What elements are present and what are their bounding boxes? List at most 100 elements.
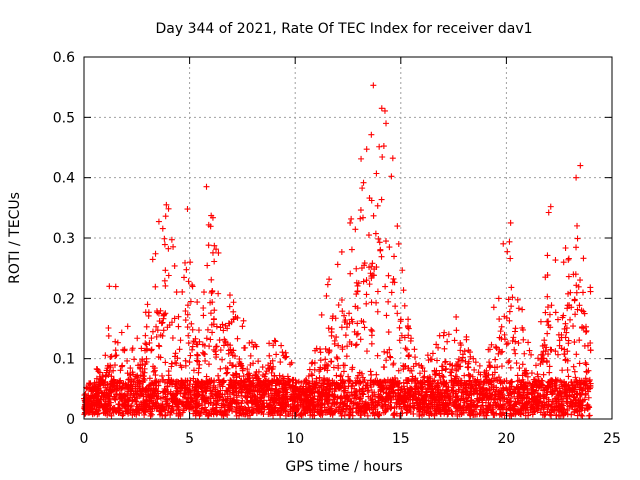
data-point bbox=[101, 389, 108, 396]
data-point bbox=[363, 348, 370, 355]
data-point bbox=[220, 327, 227, 334]
data-point bbox=[359, 185, 366, 192]
data-point bbox=[165, 205, 172, 212]
data-point bbox=[356, 393, 363, 400]
data-point bbox=[333, 354, 340, 361]
data-point bbox=[541, 337, 548, 344]
data-point bbox=[434, 357, 441, 364]
data-point bbox=[191, 390, 198, 397]
data-point bbox=[501, 313, 508, 320]
data-point bbox=[364, 387, 371, 394]
data-point bbox=[458, 382, 465, 389]
data-point bbox=[87, 395, 94, 402]
data-point bbox=[392, 390, 399, 397]
data-point bbox=[286, 378, 293, 385]
data-point bbox=[194, 352, 201, 359]
data-point bbox=[230, 308, 237, 315]
data-point bbox=[574, 222, 581, 229]
data-point bbox=[412, 354, 419, 361]
data-point bbox=[402, 403, 409, 410]
data-point bbox=[368, 326, 375, 333]
data-point bbox=[142, 360, 149, 367]
data-point bbox=[239, 367, 246, 374]
data-point bbox=[545, 318, 552, 325]
data-point bbox=[312, 403, 319, 410]
data-point bbox=[283, 382, 290, 389]
data-point bbox=[358, 155, 365, 162]
data-point bbox=[335, 342, 342, 349]
data-point bbox=[278, 399, 285, 406]
data-point bbox=[571, 368, 578, 375]
data-point bbox=[385, 298, 392, 305]
data-point bbox=[252, 393, 259, 400]
data-point bbox=[492, 376, 499, 383]
data-point bbox=[202, 388, 209, 395]
x-tick-label: 15 bbox=[392, 431, 410, 447]
data-point bbox=[175, 412, 182, 419]
y-tick-label: 0.2 bbox=[53, 291, 75, 307]
data-point bbox=[155, 218, 162, 225]
data-point bbox=[468, 385, 475, 392]
data-point bbox=[547, 203, 554, 210]
data-point bbox=[334, 355, 341, 362]
data-point bbox=[246, 372, 253, 379]
data-point bbox=[545, 379, 552, 386]
plot-frame bbox=[83, 56, 613, 420]
data-point bbox=[583, 369, 590, 376]
data-point bbox=[396, 337, 403, 344]
data-point bbox=[377, 247, 384, 254]
data-point bbox=[371, 266, 378, 273]
data-point bbox=[233, 374, 240, 381]
data-point bbox=[528, 351, 535, 358]
data-point bbox=[229, 398, 236, 405]
data-point bbox=[388, 289, 395, 296]
y-tick-label: 0.1 bbox=[53, 352, 75, 368]
data-point bbox=[352, 226, 359, 233]
data-point bbox=[571, 339, 578, 346]
data-point bbox=[345, 412, 352, 419]
data-point bbox=[242, 344, 249, 351]
data-point bbox=[263, 385, 270, 392]
data-point bbox=[441, 329, 448, 336]
data-point bbox=[385, 402, 392, 409]
data-point bbox=[544, 406, 551, 413]
data-point bbox=[345, 373, 352, 380]
data-point bbox=[514, 372, 521, 379]
data-point bbox=[116, 405, 123, 412]
data-point bbox=[244, 410, 251, 417]
data-point bbox=[542, 309, 549, 316]
data-point bbox=[427, 381, 434, 388]
data-point bbox=[467, 411, 474, 418]
data-point bbox=[192, 378, 199, 385]
data-point bbox=[123, 398, 130, 405]
data-point bbox=[193, 357, 200, 364]
data-point bbox=[567, 398, 574, 405]
data-point bbox=[95, 385, 102, 392]
data-point bbox=[342, 394, 349, 401]
data-point bbox=[515, 394, 522, 401]
data-point bbox=[203, 409, 210, 416]
data-point bbox=[477, 409, 484, 416]
data-point bbox=[410, 363, 417, 370]
data-point bbox=[382, 238, 389, 245]
data-point bbox=[580, 255, 587, 262]
data-point bbox=[213, 323, 220, 330]
data-point bbox=[416, 411, 423, 418]
data-point bbox=[495, 374, 502, 381]
data-point bbox=[196, 361, 203, 368]
data-point bbox=[498, 387, 505, 394]
data-point bbox=[360, 391, 367, 398]
data-point bbox=[351, 385, 358, 392]
data-point bbox=[257, 378, 264, 385]
data-point bbox=[354, 305, 361, 312]
data-point bbox=[179, 400, 186, 407]
data-point bbox=[426, 373, 433, 380]
y-tick-label: 0.5 bbox=[53, 110, 75, 126]
data-point bbox=[183, 266, 190, 273]
data-point bbox=[189, 404, 196, 411]
data-point bbox=[163, 404, 170, 411]
data-point bbox=[396, 412, 403, 419]
data-point bbox=[171, 262, 178, 269]
data-point bbox=[367, 368, 374, 375]
data-point bbox=[95, 368, 102, 375]
